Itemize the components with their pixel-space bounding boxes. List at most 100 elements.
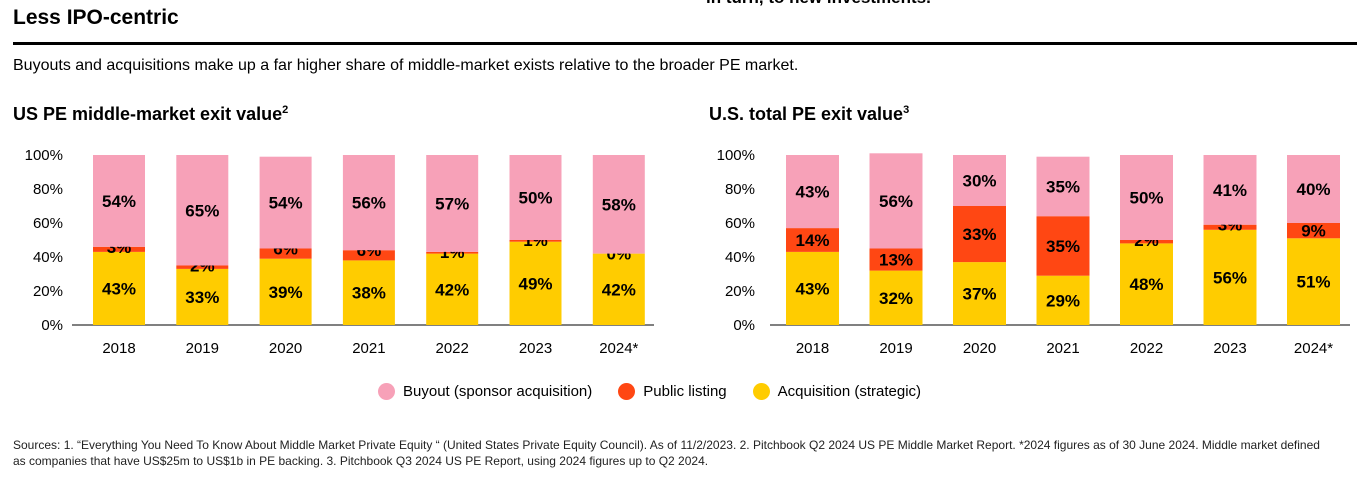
legend: Buyout (sponsor acquisition) Public list…	[378, 383, 921, 400]
bar-segment	[1203, 155, 1257, 225]
data-label: 35%	[1046, 177, 1080, 196]
legend-swatch-acquisition	[752, 383, 770, 400]
y-tick-label: 40%	[33, 249, 63, 266]
x-tick-label: 2020	[269, 340, 302, 357]
bar-segment	[592, 253, 645, 325]
bar-segment	[1120, 155, 1173, 240]
bar-segment	[426, 155, 479, 252]
x-tick-label: 2024*	[1294, 340, 1333, 357]
bar-segment	[953, 262, 1006, 325]
bar-segment	[869, 270, 923, 325]
data-label: 50%	[518, 189, 552, 208]
bar-segment	[93, 246, 145, 252]
bar-segment	[1120, 240, 1173, 244]
bar-segment	[259, 258, 312, 325]
section-title: Less IPO-centric	[13, 6, 179, 29]
chart-title-text: US PE middle-market exit value	[13, 104, 283, 124]
data-label: 43%	[795, 183, 829, 202]
bar-segment	[509, 241, 562, 325]
legend-item-acquisition: Acquisition (strategic)	[752, 383, 922, 400]
bar-segment	[93, 251, 145, 325]
y-tick-label: 100%	[717, 147, 755, 164]
bar-segment	[176, 155, 229, 266]
x-tick-label: 2024*	[599, 340, 638, 357]
bar-segment	[592, 155, 645, 254]
bar-segment	[1287, 155, 1340, 223]
data-label: 42%	[602, 280, 636, 299]
data-label: 43%	[102, 279, 136, 298]
bar-segment	[259, 156, 312, 249]
data-label: 14%	[795, 231, 829, 250]
x-tick-label: 2019	[186, 340, 219, 357]
data-label: 42%	[435, 280, 469, 299]
y-tick-label: 0%	[41, 317, 63, 334]
legend-label: Buyout (sponsor acquisition)	[403, 383, 593, 400]
data-label: 48%	[1129, 275, 1163, 294]
data-label: 56%	[879, 192, 913, 211]
chart-title-footnote: 3	[903, 104, 910, 116]
chart-title-middle-market: US PE middle-market exit value2	[13, 104, 288, 125]
y-tick-label: 60%	[33, 215, 63, 232]
y-tick-label: 60%	[725, 215, 755, 232]
data-label: 50%	[1129, 189, 1163, 208]
data-label: 40%	[1296, 180, 1330, 199]
data-label: 35%	[1046, 237, 1080, 256]
bar-segment	[1203, 229, 1257, 325]
bar-segment	[869, 153, 923, 249]
y-tick-label: 40%	[725, 249, 755, 266]
data-label: 49%	[518, 274, 552, 293]
bar-segment	[1287, 238, 1340, 325]
bar-segment	[509, 155, 562, 240]
bar-segment	[1036, 156, 1090, 217]
data-label: 33%	[185, 288, 219, 307]
sources-footnote: Sources: 1. “Everything You Need To Know…	[13, 438, 1320, 468]
x-tick-label: 2022	[1130, 340, 1163, 357]
y-tick-label: 80%	[725, 181, 755, 198]
x-tick-label: 2022	[436, 340, 469, 357]
data-label: 43%	[795, 279, 829, 298]
chart-middle-market: 100%80%60%40%20%0%43%3%54%201833%2%65%20…	[25, 147, 654, 357]
x-tick-label: 2023	[1213, 340, 1246, 357]
x-tick-label: 2020	[963, 340, 996, 357]
bar-segment	[342, 250, 395, 261]
subtitle: Buyouts and acquisitions make up a far h…	[13, 57, 799, 74]
data-label: 56%	[1213, 268, 1247, 287]
y-tick-label: 0%	[733, 317, 755, 334]
data-label: 30%	[962, 172, 996, 191]
y-tick-label: 100%	[25, 147, 63, 164]
data-label: 32%	[879, 289, 913, 308]
chart-title-text: U.S. total PE exit value	[709, 104, 904, 124]
data-label: 33%	[962, 225, 996, 244]
bar-segment	[426, 251, 479, 254]
bar-segment	[176, 268, 229, 325]
chart-title-footnote: 2	[282, 104, 289, 116]
legend-label: Acquisition (strategic)	[777, 383, 922, 400]
bar-segment	[953, 155, 1006, 206]
data-label: 65%	[185, 201, 219, 220]
legend-swatch-buyout	[378, 383, 395, 400]
bar-segment	[342, 155, 395, 251]
y-tick-label: 20%	[33, 283, 63, 300]
legend-label: Public listing	[643, 383, 727, 400]
bar-segment	[786, 228, 839, 252]
chart-title-total: U.S. total PE exit value3	[709, 104, 909, 125]
bar-segment	[786, 155, 839, 229]
data-label: 54%	[102, 192, 136, 211]
bar-segment	[1287, 223, 1340, 239]
title-rule	[13, 42, 1357, 45]
bar-segment	[869, 248, 923, 271]
data-label: 39%	[269, 283, 303, 302]
bar-segment	[509, 240, 562, 242]
data-label: 37%	[962, 285, 996, 304]
bar-segment	[1036, 275, 1090, 325]
x-tick-label: 2018	[796, 340, 829, 357]
data-label: 13%	[879, 251, 913, 270]
bar-segment	[259, 248, 312, 259]
data-label: 56%	[352, 194, 386, 213]
x-tick-label: 2021	[1046, 340, 1079, 357]
x-tick-label: 2023	[519, 340, 552, 357]
data-label: 38%	[352, 284, 386, 303]
legend-item-public-listing: Public listing	[618, 383, 727, 400]
bar-segment	[1203, 224, 1257, 230]
bar-segment	[426, 253, 479, 325]
